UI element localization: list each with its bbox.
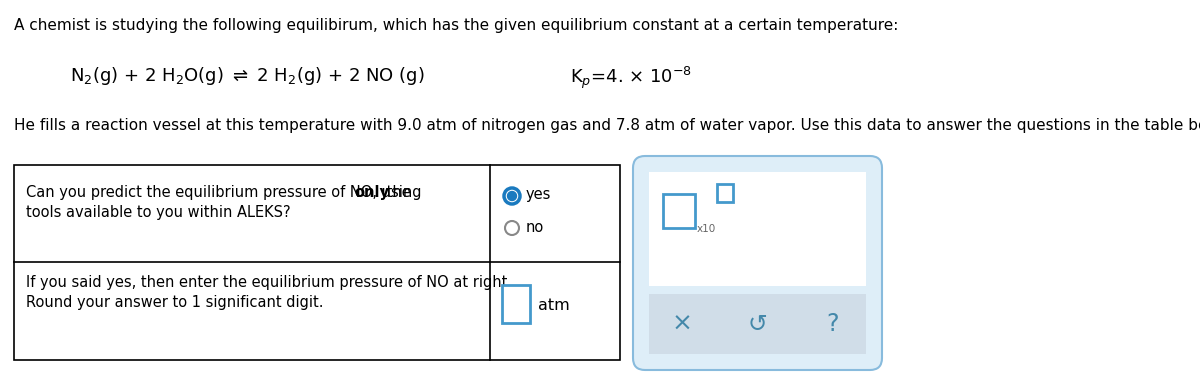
FancyBboxPatch shape [649,294,866,354]
Text: ↺: ↺ [748,312,767,336]
FancyBboxPatch shape [718,184,733,202]
Text: the: the [382,185,410,200]
Text: yes: yes [526,187,551,203]
FancyBboxPatch shape [502,285,530,323]
Text: ×: × [672,312,694,336]
Text: ?: ? [827,312,839,336]
Text: x10: x10 [697,224,716,234]
Text: Can you predict the equilibrium pressure of NO, using: Can you predict the equilibrium pressure… [26,185,426,200]
FancyBboxPatch shape [634,156,882,370]
Text: A chemist is studying the following equilibirum, which has the given equilibrium: A chemist is studying the following equi… [14,18,899,33]
Text: N$_2$(g) + 2 H$_2$O(g) $\rightleftharpoons$ 2 H$_2$(g) + 2 NO (g): N$_2$(g) + 2 H$_2$O(g) $\rightleftharpoo… [70,65,425,87]
FancyBboxPatch shape [662,194,695,228]
Text: atm: atm [538,299,570,314]
Text: If you said yes, then enter the equilibrium pressure of NO at right.: If you said yes, then enter the equilibr… [26,275,512,290]
FancyBboxPatch shape [649,172,866,286]
Text: no: no [526,220,545,234]
Circle shape [508,192,516,201]
Text: Round your answer to 1 significant digit.: Round your answer to 1 significant digit… [26,295,324,310]
Text: K$_p$=4. $\times$ 10$^{-8}$: K$_p$=4. $\times$ 10$^{-8}$ [570,65,692,91]
Text: He fills a reaction vessel at this temperature with 9.0 atm of nitrogen gas and : He fills a reaction vessel at this tempe… [14,118,1200,133]
Text: tools available to you within ALEKS?: tools available to you within ALEKS? [26,205,290,220]
Text: only: only [354,185,389,200]
